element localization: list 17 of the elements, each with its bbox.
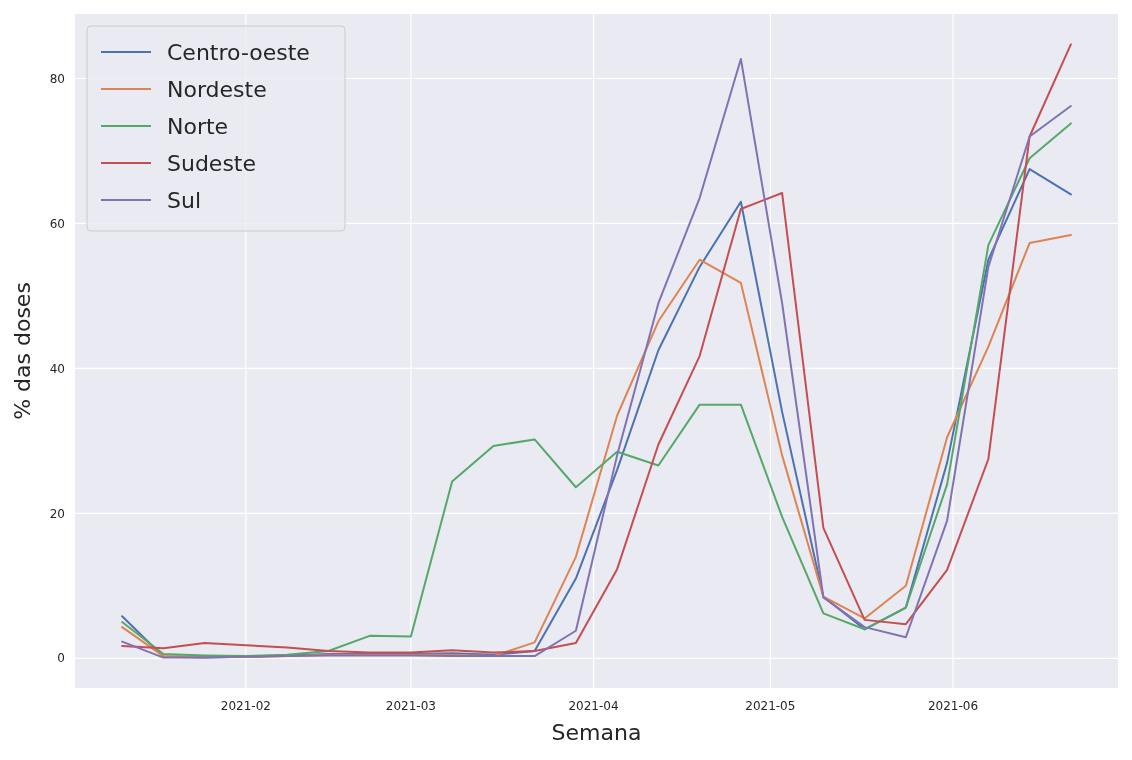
x-axis-title: Semana xyxy=(551,720,642,745)
y-tick-label: 60 xyxy=(49,216,65,231)
x-tick-label: 2021-05 xyxy=(745,699,796,713)
y-tick-label: 40 xyxy=(49,361,65,376)
legend-label: Sul xyxy=(167,187,202,213)
x-tick-label: 2021-04 xyxy=(568,699,619,713)
x-tick-label: 2021-03 xyxy=(385,699,436,713)
x-tick-label: 2021-02 xyxy=(220,699,271,713)
y-tick-label: 80 xyxy=(49,71,65,86)
x-tick-label: 2021-06 xyxy=(927,699,979,713)
y-axis-title: % das doses xyxy=(10,282,35,420)
legend-label: Nordeste xyxy=(167,76,267,102)
legend-label: Norte xyxy=(167,113,229,139)
legend-label: Sudeste xyxy=(167,150,257,176)
y-tick-label: 20 xyxy=(49,506,65,521)
legend-label: Centro-oeste xyxy=(167,39,310,65)
y-tick-label: 0 xyxy=(57,651,65,666)
